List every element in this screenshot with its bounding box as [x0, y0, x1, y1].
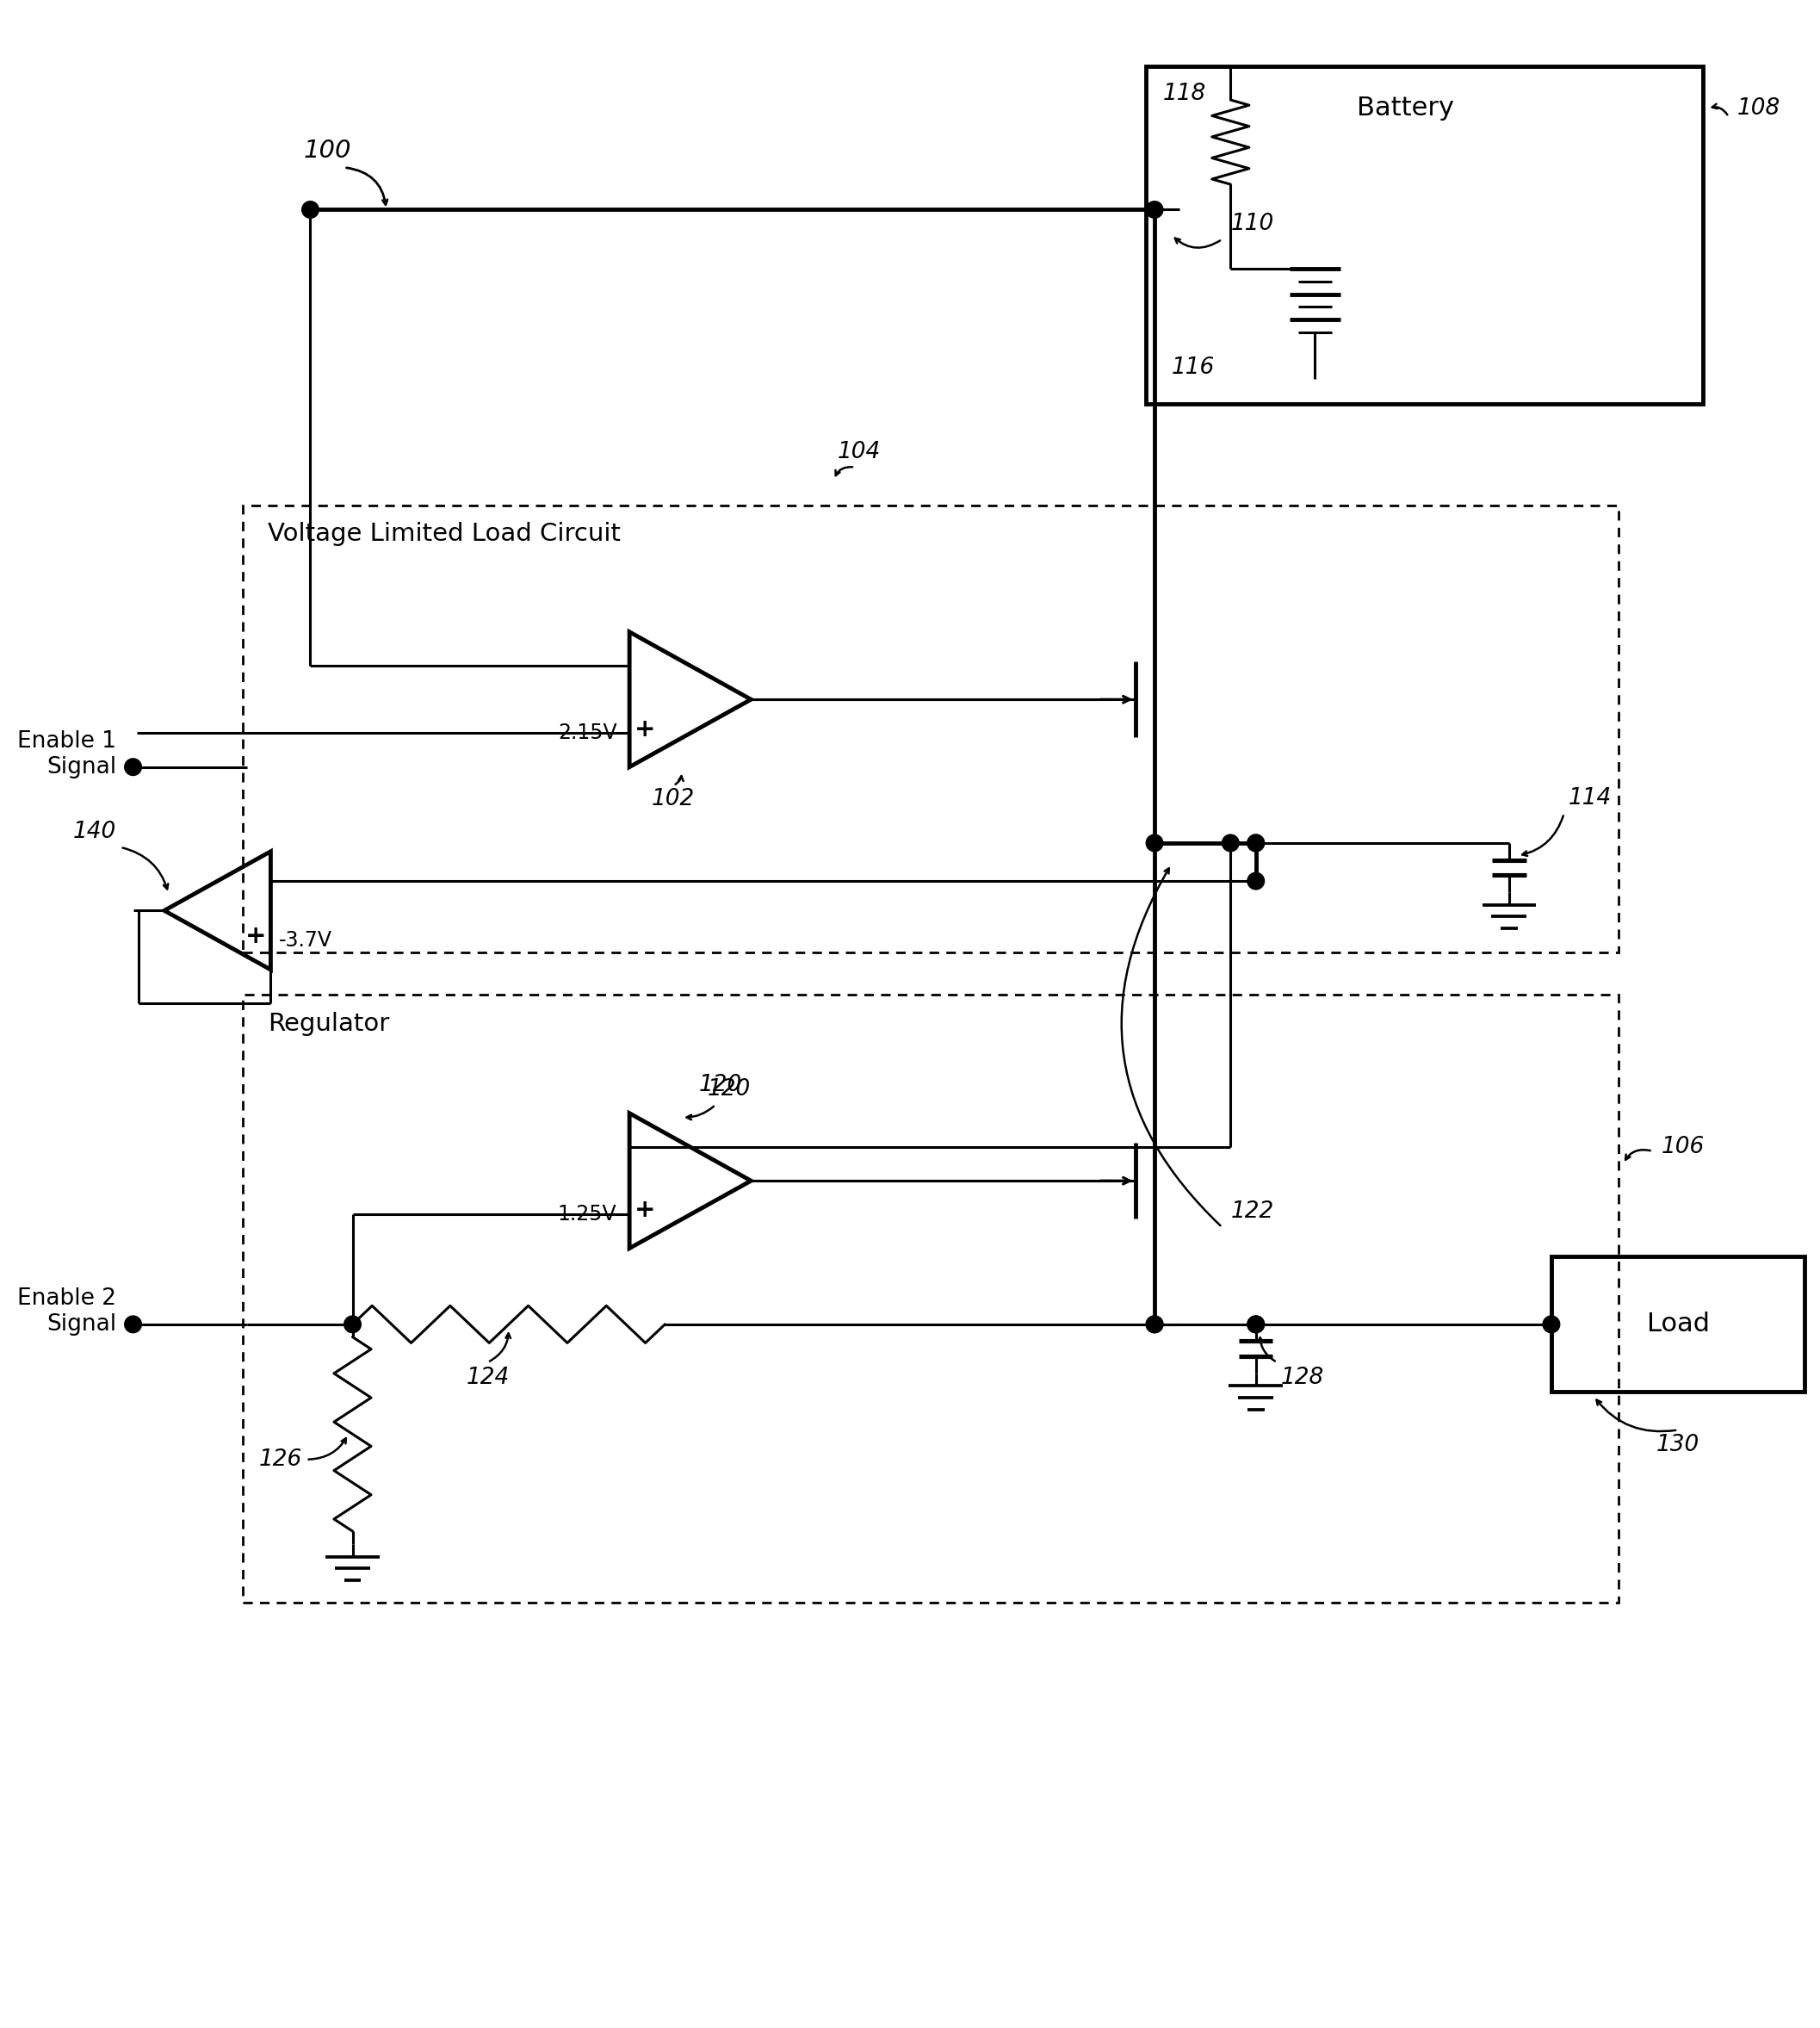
Text: 110: 110	[1230, 213, 1274, 235]
Circle shape	[1247, 872, 1265, 890]
Circle shape	[124, 758, 142, 775]
Circle shape	[1147, 836, 1163, 852]
Text: 100: 100	[304, 138, 351, 162]
Text: 108: 108	[1736, 97, 1780, 120]
Text: +: +	[633, 718, 655, 740]
Circle shape	[302, 201, 318, 219]
Circle shape	[1147, 1316, 1163, 1332]
Bar	[1551, 1257, 1805, 1391]
Text: 120: 120	[699, 1075, 743, 1097]
Text: 126: 126	[258, 1448, 302, 1470]
Text: 130: 130	[1656, 1434, 1700, 1456]
Text: Enable 2
Signal: Enable 2 Signal	[16, 1288, 116, 1336]
Bar	[1147, 67, 1704, 404]
Text: +: +	[246, 925, 266, 947]
Bar	[242, 996, 1618, 1602]
Text: Regulator: Regulator	[268, 1012, 389, 1036]
Text: 116: 116	[1172, 357, 1214, 379]
Circle shape	[1543, 1316, 1560, 1332]
Circle shape	[1221, 836, 1239, 852]
Text: 2.15V: 2.15V	[557, 722, 617, 744]
Text: 106: 106	[1662, 1136, 1704, 1158]
Text: 140: 140	[73, 821, 116, 844]
Circle shape	[1147, 201, 1163, 219]
Text: 104: 104	[837, 440, 881, 462]
Circle shape	[1247, 1316, 1265, 1332]
Circle shape	[1247, 836, 1265, 852]
Text: Enable 1
Signal: Enable 1 Signal	[16, 730, 116, 779]
Text: 128: 128	[1281, 1367, 1325, 1389]
Bar	[242, 505, 1618, 953]
Text: +: +	[633, 1199, 655, 1223]
Text: 124: 124	[466, 1367, 510, 1389]
Circle shape	[1247, 1316, 1265, 1332]
Text: Load: Load	[1647, 1312, 1709, 1336]
Text: 120: 120	[708, 1079, 750, 1101]
Circle shape	[1247, 836, 1265, 852]
Text: 1.25V: 1.25V	[557, 1205, 617, 1225]
Text: 118: 118	[1163, 83, 1207, 105]
Circle shape	[344, 1316, 360, 1332]
Text: Battery: Battery	[1358, 95, 1454, 120]
Text: 114: 114	[1569, 787, 1611, 809]
Text: -3.7V: -3.7V	[278, 929, 333, 951]
Text: 102: 102	[652, 789, 695, 811]
Text: 122: 122	[1230, 1201, 1274, 1223]
Circle shape	[124, 1316, 142, 1332]
Circle shape	[1147, 1316, 1163, 1332]
Text: Voltage Limited Load Circuit: Voltage Limited Load Circuit	[268, 521, 621, 546]
